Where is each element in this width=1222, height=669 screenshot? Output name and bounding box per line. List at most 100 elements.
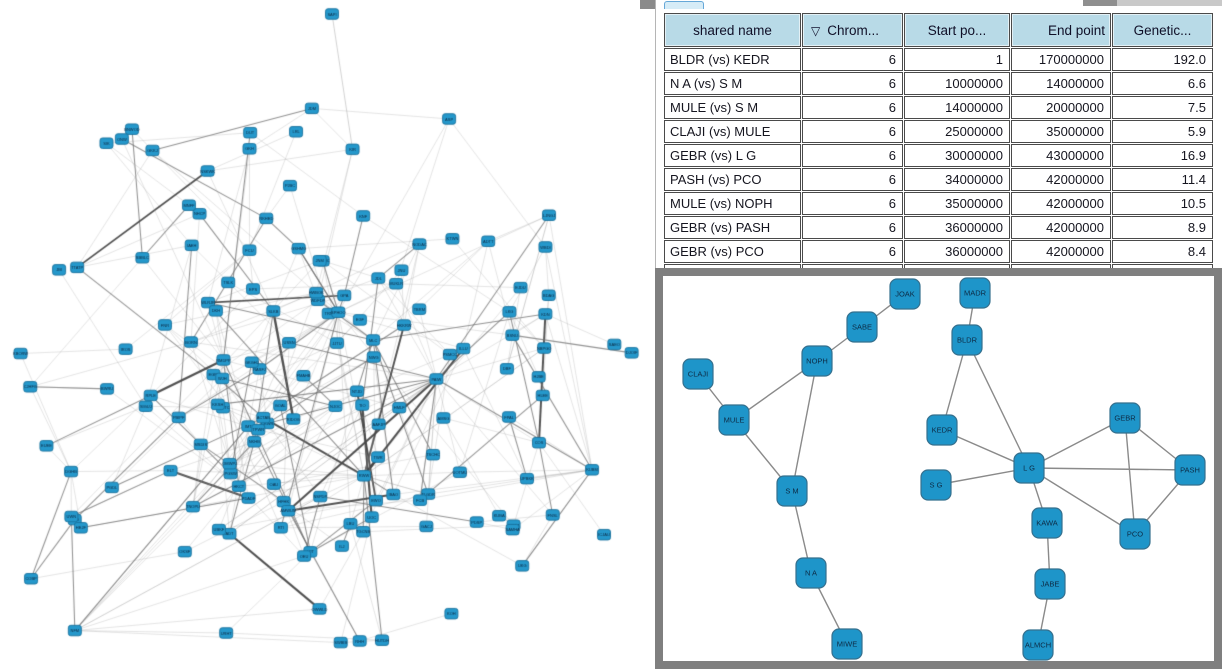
table-cell[interactable]: 6 <box>802 216 903 239</box>
table-row[interactable]: BLDR (vs) KEDR 6 1 170000000 192.0 <box>664 48 1213 71</box>
small-network-node-jabe[interactable]: JABE <box>1034 568 1066 600</box>
scrollbar-corner <box>640 0 655 9</box>
table-panel: shared name ▽ Chrom... Start po... End po… <box>655 0 1222 288</box>
selected-network-panel: JOAK MADR SABE BLDR NOPH CLAJI MULE KEDR GEBR L G… <box>655 268 1222 669</box>
small-network-node-madr[interactable]: MADR <box>959 277 991 309</box>
small-network-node-kawa[interactable]: KAWA <box>1031 507 1063 539</box>
table-cell[interactable]: N A (vs) S M <box>664 72 801 95</box>
small-network-node-noph[interactable]: NOPH <box>801 345 833 377</box>
small-network-node-joak[interactable]: JOAK <box>889 278 921 310</box>
table-row[interactable]: MULE (vs) NOPH 6 35000000 42000000 10.5 <box>664 192 1213 215</box>
network-edge <box>791 360 818 492</box>
table-row[interactable]: CLAJI (vs) MULE 6 25000000 35000000 5.9 <box>664 120 1213 143</box>
table-cell[interactable]: BLDR (vs) KEDR <box>664 48 801 71</box>
column-header-label: Genetic... <box>1133 22 1192 38</box>
large-network-view[interactable] <box>0 0 655 669</box>
table-cell[interactable]: 43000000 <box>1011 144 1111 167</box>
table-row[interactable]: N A (vs) S M 6 10000000 14000000 6.6 <box>664 72 1213 95</box>
network-edge <box>966 339 1030 469</box>
table-cell[interactable]: 6 <box>802 48 903 71</box>
table-cell[interactable]: 6.6 <box>1112 72 1213 95</box>
column-header-label: End point <box>1047 22 1105 38</box>
small-network-node-pco[interactable]: PCO <box>1119 518 1151 550</box>
table-cell[interactable]: 11.4 <box>1112 168 1213 191</box>
horizontal-scrollbar-thumb[interactable] <box>1083 0 1117 6</box>
network-edge <box>1028 417 1126 469</box>
table-cell[interactable]: 42000000 <box>1011 192 1111 215</box>
table-cell[interactable]: GEBR (vs) L G <box>664 144 801 167</box>
edge-attribute-table: shared name ▽ Chrom... Start po... End po… <box>663 12 1214 288</box>
column-header-chromosome[interactable]: ▽ Chrom... <box>802 13 903 47</box>
table-cell[interactable]: GEBR (vs) PASH <box>664 216 801 239</box>
table-cell[interactable]: 8.4 <box>1112 240 1213 263</box>
column-header-genetic[interactable]: Genetic... <box>1112 13 1213 47</box>
table-cell[interactable]: 6 <box>802 240 903 263</box>
table-cell[interactable]: 6 <box>802 144 903 167</box>
table-cell[interactable]: 8.9 <box>1112 216 1213 239</box>
table-cell[interactable]: 30000000 <box>904 144 1010 167</box>
small-network-node-pash[interactable]: PASH <box>1174 454 1206 486</box>
table-cell[interactable]: CLAJI (vs) MULE <box>664 120 801 143</box>
table-cell[interactable]: 16.9 <box>1112 144 1213 167</box>
network-edge <box>1124 417 1136 535</box>
table-header-row: shared name ▽ Chrom... Start po... End po… <box>664 13 1213 47</box>
table-cell[interactable]: 14000000 <box>1011 72 1111 95</box>
small-network-node-miwe[interactable]: MIWE <box>831 628 863 660</box>
horizontal-scrollbar-track[interactable] <box>1117 0 1222 6</box>
table-cell[interactable]: MULE (vs) NOPH <box>664 192 801 215</box>
small-network-node-s-g[interactable]: S G <box>920 469 952 501</box>
table-cell[interactable]: GEBR (vs) PCO <box>664 240 801 263</box>
table-row[interactable]: GEBR (vs) PCO 6 36000000 42000000 8.4 <box>664 240 1213 263</box>
table-cell[interactable]: 20000000 <box>1011 96 1111 119</box>
table-cell[interactable]: 7.5 <box>1112 96 1213 119</box>
column-header-end-point[interactable]: End point <box>1011 13 1111 47</box>
table-cell[interactable]: 5.9 <box>1112 120 1213 143</box>
table-cell[interactable]: 35000000 <box>904 192 1010 215</box>
table-row[interactable]: MULE (vs) S M 6 14000000 20000000 7.5 <box>664 96 1213 119</box>
table-cell[interactable]: 6 <box>802 192 903 215</box>
small-network-node-mule[interactable]: MULE <box>718 404 750 436</box>
table-cell[interactable]: 42000000 <box>1011 168 1111 191</box>
small-network-node-almch[interactable]: ALMCH <box>1022 629 1054 661</box>
small-network-node-claji[interactable]: CLAJI <box>682 358 714 390</box>
small-network-node-s-m[interactable]: S M <box>776 475 808 507</box>
small-network-node-bldr[interactable]: BLDR <box>951 324 983 356</box>
table-cell[interactable]: 170000000 <box>1011 48 1111 71</box>
filter-icon[interactable]: ▽ <box>811 23 821 38</box>
table-cell[interactable]: 192.0 <box>1112 48 1213 71</box>
table-cell[interactable]: 6 <box>802 120 903 143</box>
table-cell[interactable]: 42000000 <box>1011 240 1111 263</box>
table-cell[interactable]: PASH (vs) PCO <box>664 168 801 191</box>
table-cell[interactable]: 35000000 <box>1011 120 1111 143</box>
small-network-node-sabe[interactable]: SABE <box>846 311 878 343</box>
small-network-node-l-g[interactable]: L G <box>1013 452 1045 484</box>
table-cell[interactable]: 42000000 <box>1011 216 1111 239</box>
small-network-node-n-a[interactable]: N A <box>795 557 827 589</box>
table-cell[interactable]: 36000000 <box>904 216 1010 239</box>
table-cell[interactable]: 1 <box>904 48 1010 71</box>
table-cell[interactable]: 6 <box>802 72 903 95</box>
table-cell[interactable]: 14000000 <box>904 96 1010 119</box>
panel-top-strip <box>656 0 1222 12</box>
table-cell[interactable]: 34000000 <box>904 168 1010 191</box>
small-network-node-kedr[interactable]: KEDR <box>926 414 958 446</box>
table-cell[interactable]: 6 <box>802 96 903 119</box>
column-header-label: Start po... <box>927 22 987 38</box>
table-cell[interactable]: 36000000 <box>904 240 1010 263</box>
column-header-shared-name[interactable]: shared name <box>664 13 801 47</box>
network-edge <box>1028 467 1136 535</box>
column-header-start-point[interactable]: Start po... <box>904 13 1010 47</box>
column-header-label: Chrom... <box>827 22 879 38</box>
table-row[interactable]: PASH (vs) PCO 6 34000000 42000000 11.4 <box>664 168 1213 191</box>
table-cell[interactable]: 6 <box>802 168 903 191</box>
table-row[interactable]: GEBR (vs) L G 6 30000000 43000000 16.9 <box>664 144 1213 167</box>
table-cell[interactable]: 10000000 <box>904 72 1010 95</box>
partial-tab[interactable] <box>664 1 704 9</box>
table-cell[interactable]: 10.5 <box>1112 192 1213 215</box>
table-cell[interactable]: 25000000 <box>904 120 1010 143</box>
table-row[interactable]: GEBR (vs) PASH 6 36000000 42000000 8.9 <box>664 216 1213 239</box>
table-cell[interactable]: MULE (vs) S M <box>664 96 801 119</box>
network-edge <box>1028 467 1191 471</box>
small-network-node-gebr[interactable]: GEBR <box>1109 402 1141 434</box>
